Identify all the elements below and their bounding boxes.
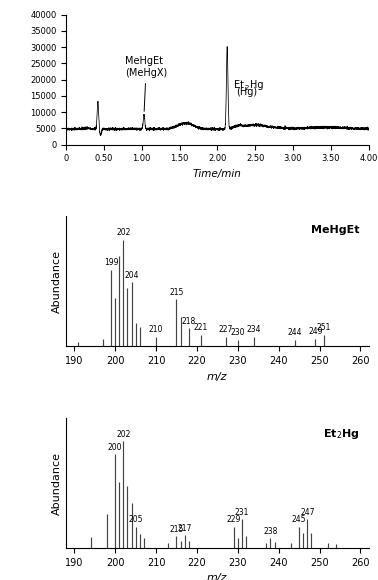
Text: 249: 249 bbox=[308, 327, 323, 336]
Text: 231: 231 bbox=[235, 508, 249, 517]
Text: Et: Et bbox=[234, 80, 244, 90]
Text: Hg: Hg bbox=[250, 80, 263, 90]
Text: 215: 215 bbox=[169, 525, 184, 534]
Text: 229: 229 bbox=[226, 515, 241, 524]
Text: 200: 200 bbox=[108, 443, 122, 452]
Text: 218: 218 bbox=[181, 317, 196, 325]
Text: 238: 238 bbox=[263, 527, 278, 536]
Text: Et$_2$Hg: Et$_2$Hg bbox=[323, 427, 359, 441]
Text: 227: 227 bbox=[218, 325, 233, 334]
Text: 210: 210 bbox=[149, 325, 163, 334]
Text: (Hg): (Hg) bbox=[236, 88, 257, 97]
Text: MeHgEt: MeHgEt bbox=[311, 226, 359, 235]
Text: 217: 217 bbox=[177, 524, 192, 532]
Text: 230: 230 bbox=[231, 328, 245, 338]
Text: 199: 199 bbox=[104, 258, 118, 267]
Text: 215: 215 bbox=[169, 288, 184, 297]
Text: 202: 202 bbox=[116, 228, 130, 237]
Text: 251: 251 bbox=[316, 323, 331, 332]
X-axis label: m/z: m/z bbox=[207, 372, 228, 382]
Text: 245: 245 bbox=[292, 515, 306, 524]
Y-axis label: Abundance: Abundance bbox=[52, 250, 62, 313]
Text: 221: 221 bbox=[194, 323, 208, 332]
Y-axis label: Abundance: Abundance bbox=[52, 451, 62, 514]
Text: 2: 2 bbox=[245, 85, 249, 91]
X-axis label: Time/min: Time/min bbox=[193, 169, 242, 179]
Text: 202: 202 bbox=[116, 430, 130, 438]
Text: 247: 247 bbox=[300, 508, 314, 517]
Text: 244: 244 bbox=[288, 328, 302, 338]
Text: MeHgEt
(MeHgX): MeHgEt (MeHgX) bbox=[125, 56, 167, 111]
Text: 234: 234 bbox=[247, 325, 261, 334]
X-axis label: m/z: m/z bbox=[207, 574, 228, 580]
Text: 204: 204 bbox=[124, 271, 139, 280]
Text: 205: 205 bbox=[129, 515, 143, 524]
